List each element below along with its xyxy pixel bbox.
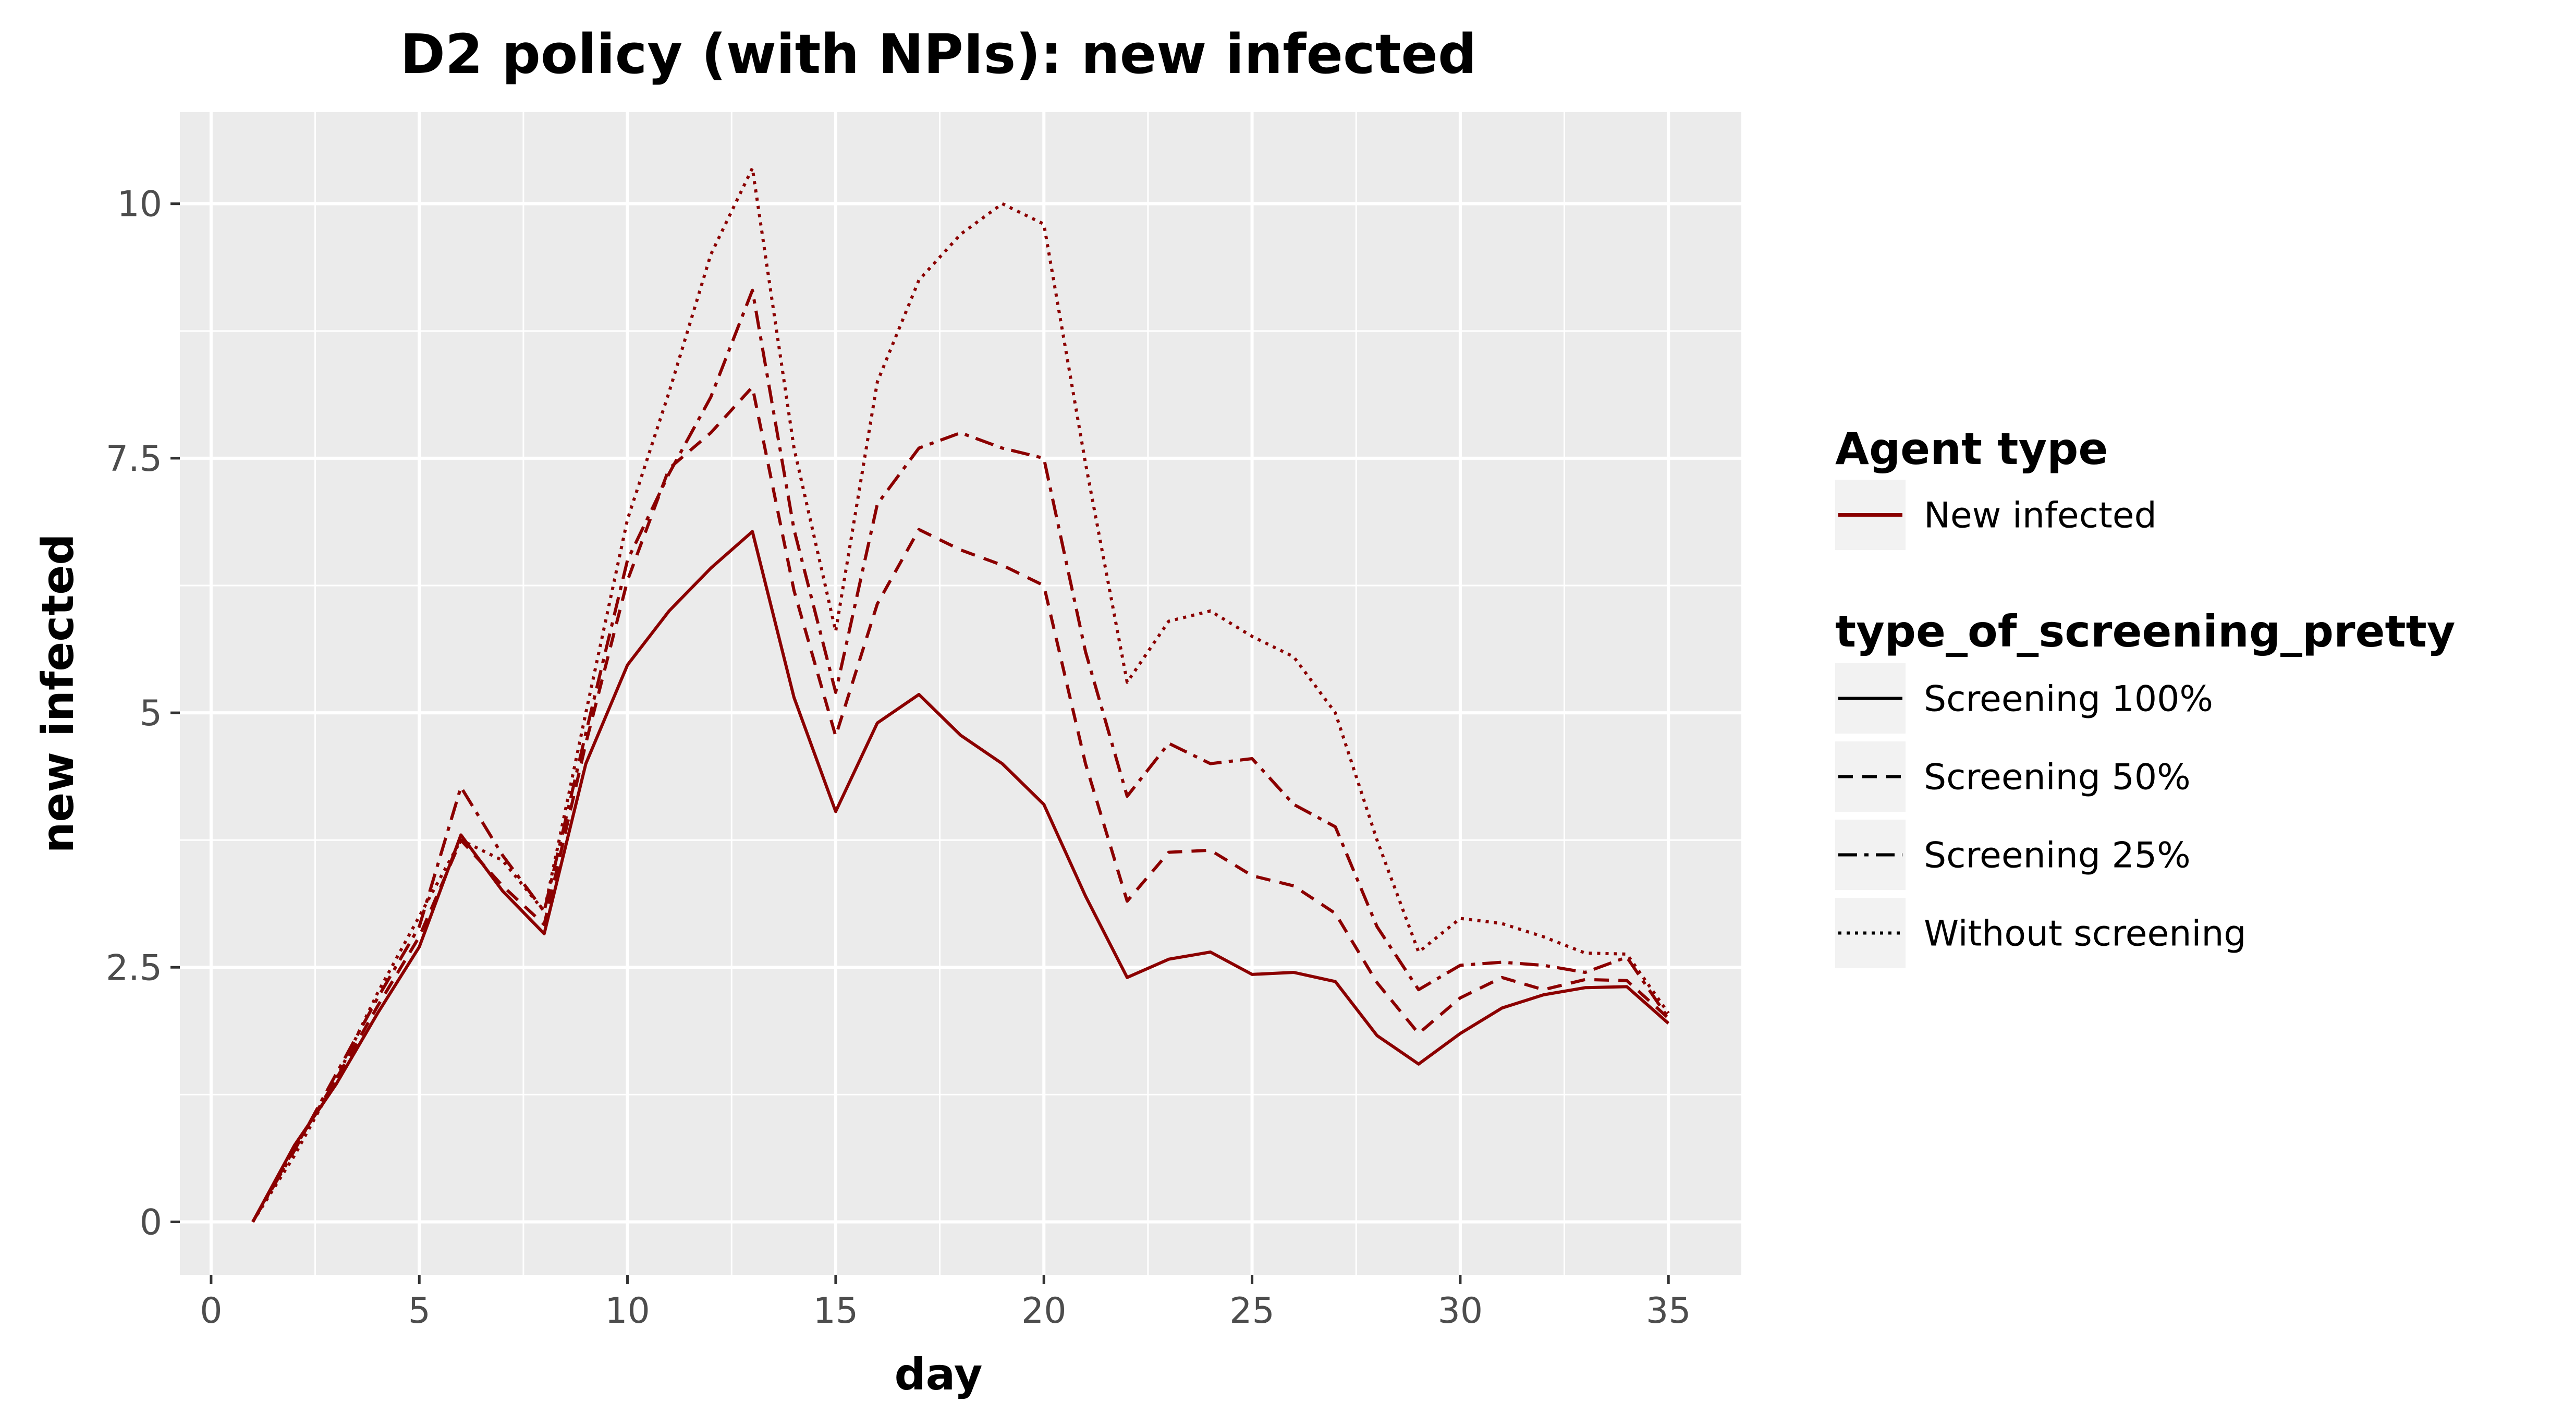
series-line-solid	[251, 530, 1670, 1223]
y-tick-label: 7.5	[106, 438, 162, 480]
major-gridlines	[180, 112, 1741, 1275]
minor-gridlines	[180, 112, 1741, 1275]
y-tick-label: 0	[140, 1202, 162, 1243]
series-line-dashed	[251, 385, 1670, 1223]
x-tick-label: 25	[1229, 1290, 1275, 1332]
legend-color-keys: New infected	[1835, 480, 2157, 550]
legend-linetype-keys: Screening 100% Screening 50% Screening 25%…	[1835, 663, 2247, 968]
legend-entry-label: Without screening	[1924, 913, 2247, 955]
x-tick-label: 30	[1438, 1290, 1483, 1332]
y-tick-label: 10	[117, 184, 162, 225]
legend-entry-label: Screening 50%	[1924, 757, 2191, 798]
legend-key-box	[1835, 898, 1906, 968]
x-tick-label: 35	[1646, 1290, 1691, 1332]
chart-title: D2 policy (with NPIs): new infected	[400, 22, 1477, 86]
y-axis-title: new infected	[32, 534, 83, 854]
x-tick-label: 20	[1021, 1290, 1067, 1332]
legend-color-title: Agent type	[1835, 423, 2108, 474]
x-tick-label: 0	[200, 1290, 222, 1332]
y-tick-label: 5	[140, 693, 162, 734]
x-axis-title: day	[895, 1349, 983, 1400]
series-line-dashdot	[251, 288, 1670, 1223]
y-tick-label: 2.5	[106, 947, 162, 989]
plot-panel	[180, 112, 1741, 1275]
series-lines	[251, 166, 1670, 1223]
x-tick-label: 5	[408, 1290, 431, 1332]
axes: 0 5 10 15 20 25 30 35 0 2.5 5 7.5 10	[106, 184, 1691, 1332]
legend-entry-label: Screening 100%	[1924, 679, 2213, 720]
legend: Agent type New infected type_of_screenin…	[1835, 423, 2456, 968]
x-tick-label: 15	[813, 1290, 859, 1332]
legend-entry-label: New infected	[1924, 495, 2157, 537]
x-tick-label: 10	[605, 1290, 650, 1332]
legend-entry-label: Screening 25%	[1924, 835, 2191, 876]
legend-linetype-title: type_of_screening_pretty	[1835, 606, 2456, 657]
